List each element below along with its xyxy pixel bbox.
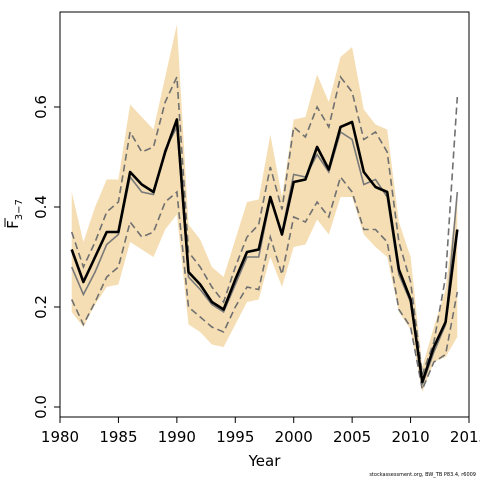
x-tick-label: 1995 <box>216 428 254 446</box>
plot-area <box>70 24 459 393</box>
y-tick-label: 0.6 <box>32 95 50 119</box>
y-tick-label: 0.2 <box>32 295 50 319</box>
x-tick-label: 1990 <box>158 428 196 446</box>
estimate-line <box>70 118 459 384</box>
x-tick-label: 2000 <box>275 428 313 446</box>
y-axis-subscript: 3−7 <box>14 199 25 220</box>
x-tick-label: 1985 <box>99 428 137 446</box>
x-axis-title: Year <box>248 452 282 470</box>
x-tick-label: 1980 <box>41 428 79 446</box>
x-axis-label: Year <box>248 452 282 470</box>
y-tick-label: 0.0 <box>32 395 50 419</box>
svg-text:F3−7: F3−7 <box>4 199 25 229</box>
y-axis-label: F3−7 <box>4 199 25 229</box>
confidence-band <box>71 24 458 392</box>
credit-text: stockassessment.org, BW_TB P83.4, r6009 <box>369 472 476 478</box>
axes: 1980 1985 1990 1995 2000 2005 2010 2015 0.0 0.2 0.… <box>32 95 480 446</box>
x-tick-label: 2010 <box>391 428 429 446</box>
x-tick-label: 2005 <box>333 428 371 446</box>
plot-frame <box>59 11 470 418</box>
y-axis-title: F <box>4 220 22 229</box>
y-tick-label: 0.4 <box>32 195 50 219</box>
x-tick-label: 2015 <box>450 428 480 446</box>
